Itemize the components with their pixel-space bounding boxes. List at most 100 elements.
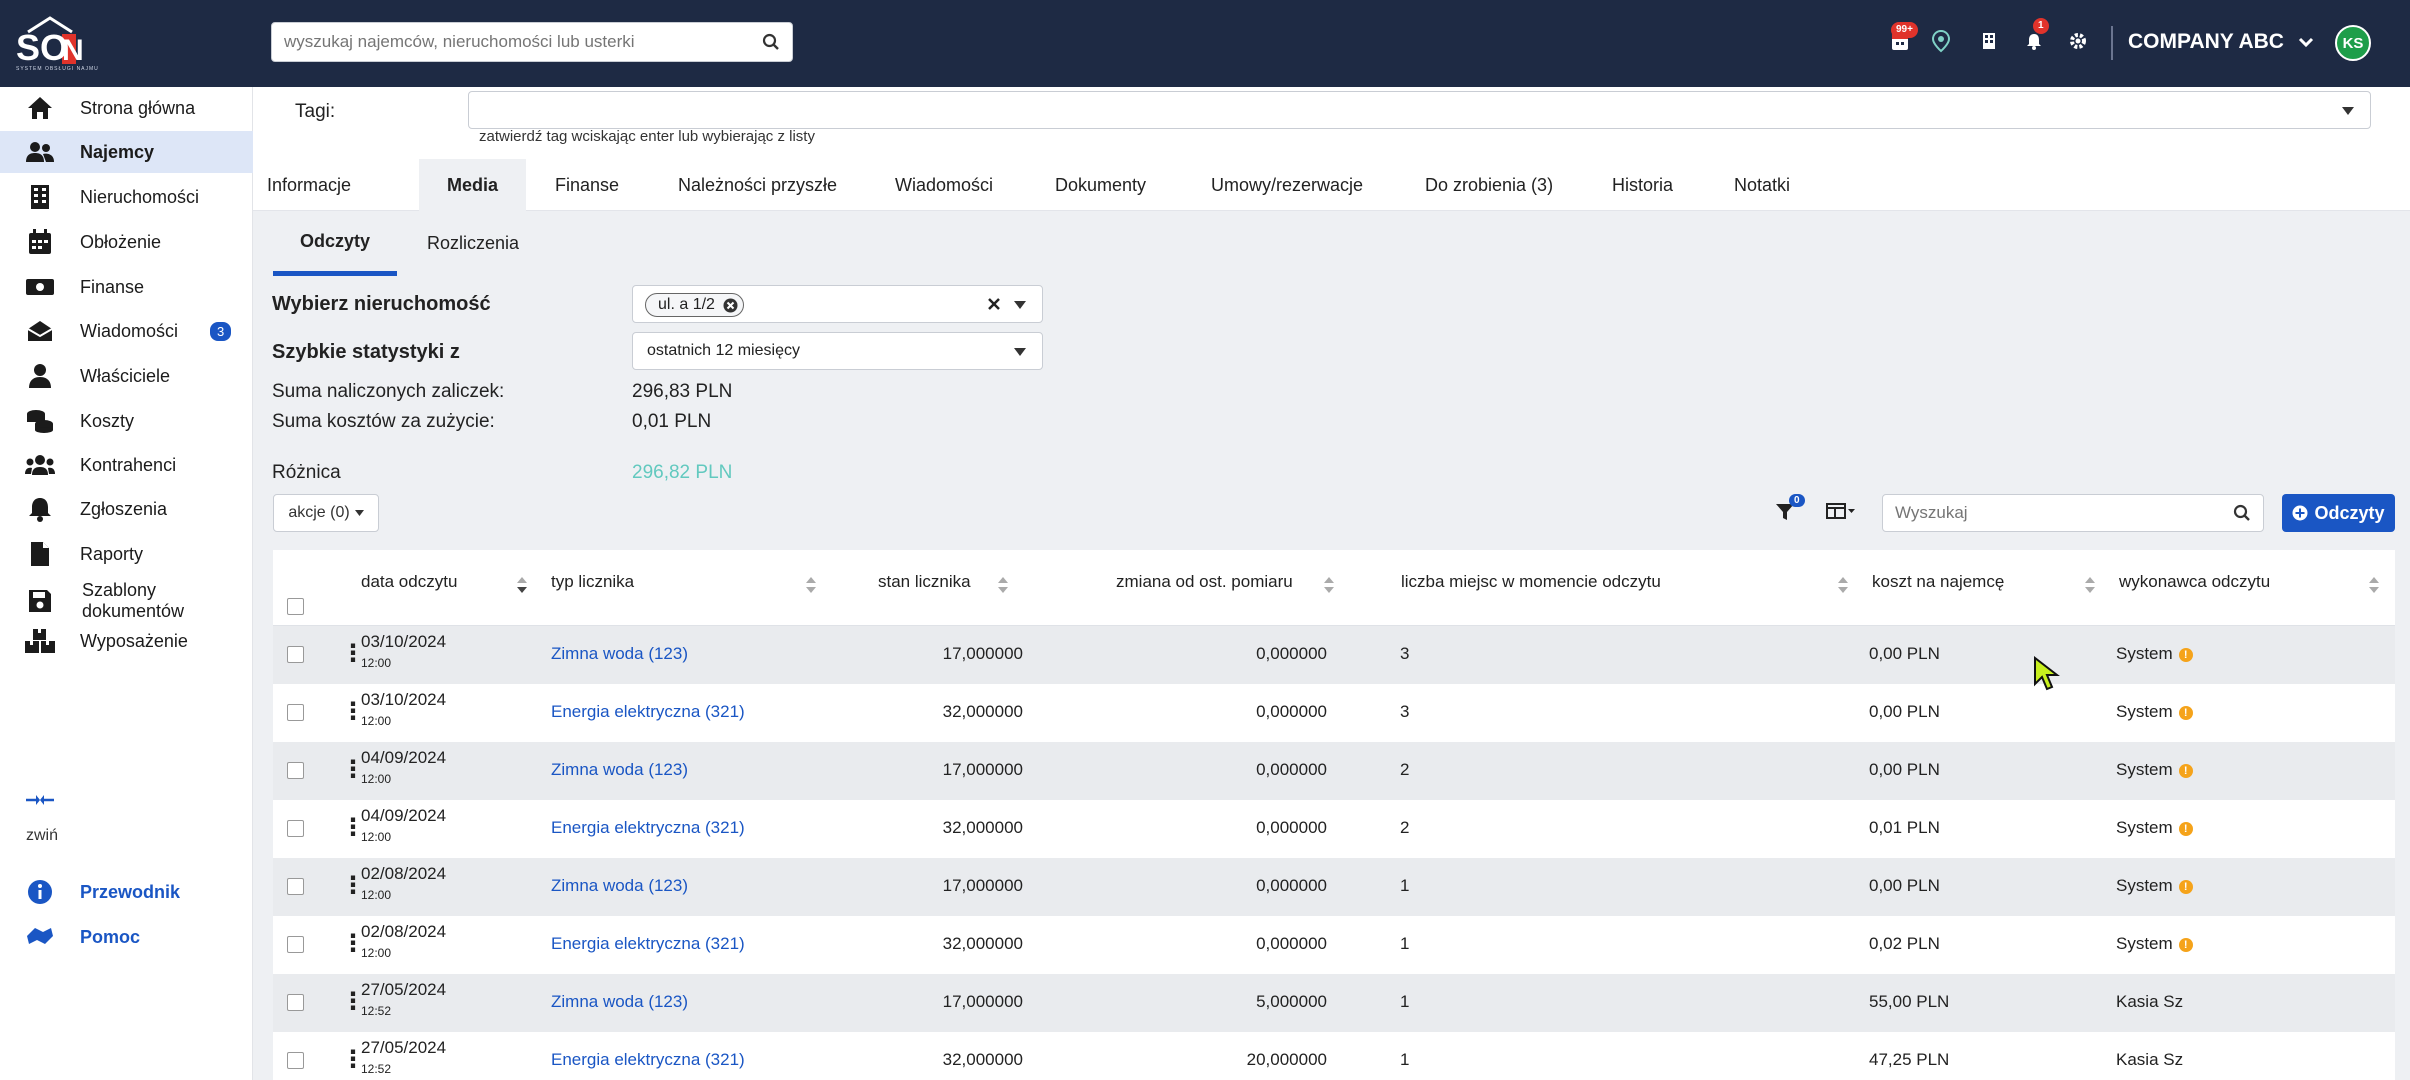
filter-button[interactable]: 0: [1775, 494, 1805, 527]
tab-historia[interactable]: Historia: [1612, 159, 1673, 211]
sort-icon[interactable]: [997, 576, 1009, 594]
sort-icon[interactable]: [805, 576, 817, 594]
table-row[interactable]: ⋮ 03/10/2024 12:00 Energia elektryczna (…: [273, 684, 2395, 742]
row-menu-icon[interactable]: ⋮: [341, 1046, 365, 1073]
chip-remove-icon[interactable]: [723, 298, 738, 313]
properties-button[interactable]: [1976, 28, 2002, 54]
warning-icon[interactable]: !: [2178, 706, 2193, 720]
columns-button[interactable]: [1826, 503, 1856, 524]
property-chip[interactable]: ul. a 1/2: [645, 293, 744, 317]
col-places[interactable]: liczba miejsc w momencie odczytu: [1401, 572, 1661, 591]
sort-icon[interactable]: [2084, 576, 2096, 594]
subtab-odczyty[interactable]: Odczyty: [273, 211, 397, 276]
sidebar-item-owners[interactable]: Właściciele: [0, 355, 253, 397]
sidebar-item-occupancy[interactable]: Obłożenie: [0, 221, 253, 263]
table-search[interactable]: [1882, 494, 2264, 532]
tab-finanse[interactable]: Finanse: [555, 159, 619, 211]
table-row[interactable]: ⋮ 02/08/2024 12:00 Zimna woda (123) 17,0…: [273, 858, 2395, 916]
col-meter-type[interactable]: typ licznika: [551, 572, 635, 591]
col-performer[interactable]: wykonawca odczytu: [2119, 572, 2271, 591]
table-row[interactable]: ⋮ 27/05/2024 12:52 Energia elektryczna (…: [273, 1032, 2395, 1080]
sidebar-item-home[interactable]: Strona główna: [0, 87, 253, 129]
sidebar-item-reports[interactable]: Raporty: [0, 533, 253, 575]
global-search[interactable]: [271, 22, 793, 62]
col-change[interactable]: zmiana od ost. pomiaru: [1116, 572, 1293, 591]
row-checkbox[interactable]: [287, 994, 304, 1011]
warning-icon[interactable]: !: [2178, 648, 2193, 662]
row-checkbox[interactable]: [287, 878, 304, 895]
table-row[interactable]: ⋮ 04/09/2024 12:00 Zimna woda (123) 17,0…: [273, 742, 2395, 800]
sidebar-item-tenants[interactable]: Najemcy: [0, 131, 253, 173]
col-date[interactable]: data odczytu: [361, 572, 458, 591]
search-icon[interactable]: [2233, 504, 2251, 527]
notifications-button[interactable]: 1: [2021, 18, 2049, 54]
col-meter-reading[interactable]: stan licznika: [878, 572, 971, 591]
warning-icon[interactable]: !: [2178, 764, 2193, 778]
row-checkbox[interactable]: [287, 762, 304, 779]
tab-naleznosci[interactable]: Należności przyszłe: [678, 159, 837, 211]
table-row[interactable]: ⋮ 27/05/2024 12:52 Zimna woda (123) 17,0…: [273, 974, 2395, 1032]
cell-meter-type-link[interactable]: Zimna woda (123): [551, 992, 689, 1011]
cell-meter-type-link[interactable]: Zimna woda (123): [551, 760, 689, 779]
warning-icon[interactable]: !: [2178, 822, 2193, 836]
sidebar-item-finance[interactable]: Finanse: [0, 266, 253, 308]
table-row[interactable]: ⋮ 02/08/2024 12:00 Energia elektryczna (…: [273, 916, 2395, 974]
tab-umowy[interactable]: Umowy/rezerwacje: [1211, 159, 1363, 211]
cell-meter-type-link[interactable]: Energia elektryczna (321): [551, 702, 745, 721]
sort-icon[interactable]: [516, 576, 528, 594]
sidebar-item-templates[interactable]: Szablony dokumentów: [0, 576, 253, 626]
avatar[interactable]: KS: [2335, 25, 2371, 61]
sort-icon[interactable]: [1837, 576, 1849, 594]
table-row[interactable]: ⋮ 03/10/2024 12:00 Zimna woda (123) 17,0…: [273, 626, 2395, 684]
cell-meter-type-link[interactable]: Zimna woda (123): [551, 644, 689, 663]
settings-button[interactable]: [2065, 28, 2091, 54]
sidebar-item-equipment[interactable]: Wyposażenie: [0, 620, 253, 662]
calendar-button[interactable]: 99+: [1887, 22, 1918, 54]
select-all-checkbox[interactable]: [287, 598, 304, 615]
tab-notatki[interactable]: Notatki: [1734, 159, 1790, 211]
sidebar-item-properties[interactable]: Nieruchomości: [0, 176, 253, 218]
cell-meter-type-link[interactable]: Energia elektryczna (321): [551, 1050, 745, 1069]
tab-do-zrobienia[interactable]: Do zrobienia (3): [1425, 159, 1553, 211]
caret-down-icon[interactable]: [1014, 301, 1026, 309]
collapse-button[interactable]: [26, 792, 54, 813]
collapse-label[interactable]: zwiń: [26, 827, 59, 844]
cell-meter-type-link[interactable]: Energia elektryczna (321): [551, 818, 745, 837]
row-menu-icon[interactable]: ⋮: [341, 988, 365, 1015]
tab-media[interactable]: Media: [419, 159, 526, 211]
row-menu-icon[interactable]: ⋮: [341, 872, 365, 899]
row-menu-icon[interactable]: ⋮: [341, 814, 365, 841]
sidebar-item-contractors[interactable]: Kontrahenci: [0, 444, 253, 486]
row-menu-icon[interactable]: ⋮: [341, 640, 365, 667]
sidebar-item-messages[interactable]: Wiadomości 3: [0, 310, 253, 352]
sidebar-item-reports-issues[interactable]: Zgłoszenia: [0, 488, 253, 530]
cell-meter-type-link[interactable]: Zimna woda (123): [551, 876, 689, 895]
warning-icon[interactable]: !: [2178, 938, 2193, 952]
tab-dokumenty[interactable]: Dokumenty: [1055, 159, 1146, 211]
row-checkbox[interactable]: [287, 936, 304, 953]
tags-input[interactable]: [468, 91, 2371, 129]
subtab-rozliczenia[interactable]: Rozliczenia: [427, 211, 519, 276]
sidebar-link-help[interactable]: Pomoc: [0, 916, 253, 958]
tab-wiadomosci[interactable]: Wiadomości: [895, 159, 993, 211]
sort-icon[interactable]: [1323, 576, 1335, 594]
row-menu-icon[interactable]: ⋮: [341, 756, 365, 783]
actions-dropdown[interactable]: akcje (0): [273, 494, 379, 532]
sidebar-link-guide[interactable]: Przewodnik: [0, 871, 253, 913]
map-button[interactable]: [1928, 28, 1954, 54]
col-cost[interactable]: koszt na najemcę: [1872, 572, 2005, 591]
clear-icon[interactable]: [988, 298, 1000, 310]
logo[interactable]: SO N SYSTEM OBSŁUGI NAJMU: [14, 14, 98, 72]
sidebar-item-costs[interactable]: Koszty: [0, 400, 253, 442]
row-checkbox[interactable]: [287, 1052, 304, 1069]
table-search-input[interactable]: [1883, 495, 2213, 531]
row-checkbox[interactable]: [287, 646, 304, 663]
caret-down-icon[interactable]: [2342, 107, 2354, 115]
row-checkbox[interactable]: [287, 820, 304, 837]
company-switcher[interactable]: COMPANY ABC: [2128, 30, 2314, 54]
cell-meter-type-link[interactable]: Energia elektryczna (321): [551, 934, 745, 953]
table-row[interactable]: ⋮ 04/09/2024 12:00 Energia elektryczna (…: [273, 800, 2395, 858]
stats-period-select[interactable]: ostatnich 12 miesięcy: [632, 332, 1043, 370]
row-menu-icon[interactable]: ⋮: [341, 698, 365, 725]
search-icon[interactable]: [762, 33, 780, 56]
